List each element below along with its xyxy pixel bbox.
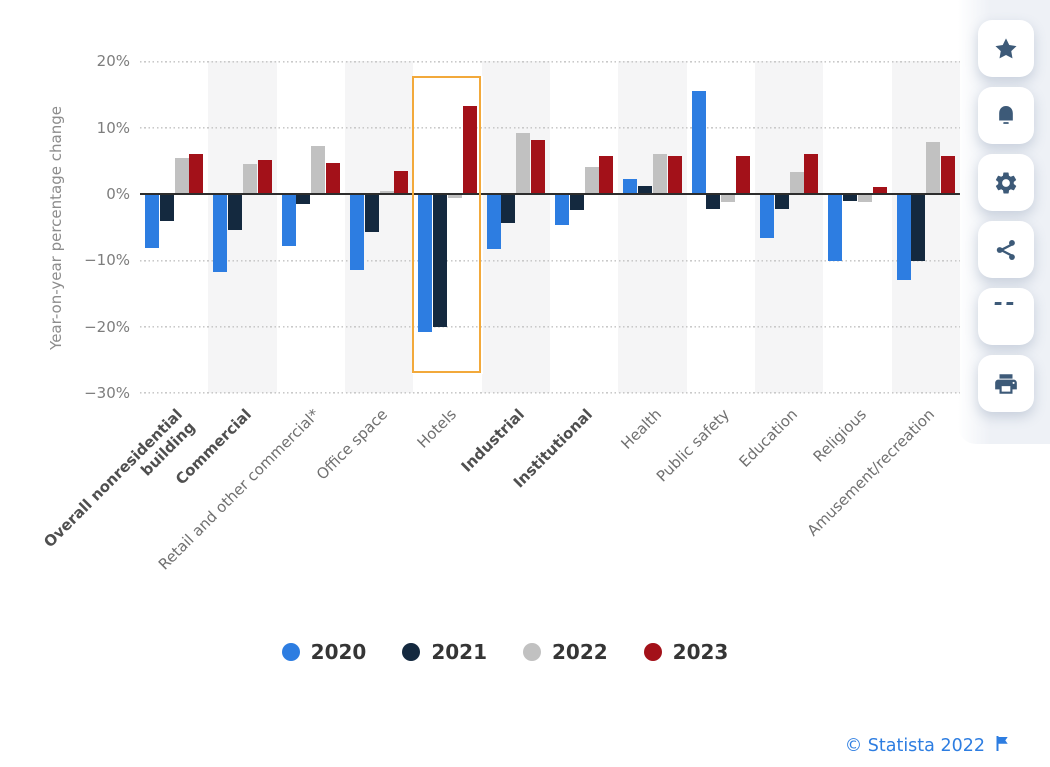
bar-2023-2[interactable] xyxy=(326,162,341,194)
settings-button[interactable] xyxy=(978,154,1034,211)
y-tick-label: −30% xyxy=(84,383,130,402)
bar-2023-4[interactable] xyxy=(462,105,477,194)
y-tick-label: 20% xyxy=(96,52,130,71)
bar-2022-0[interactable] xyxy=(174,158,189,194)
bar-2022-1[interactable] xyxy=(242,164,257,194)
bar-2022-11[interactable] xyxy=(926,142,941,194)
bar-2022-10[interactable] xyxy=(857,194,872,202)
bar-2020-2[interactable] xyxy=(281,194,296,246)
attribution: © Statista 2022 xyxy=(845,735,1010,756)
bar-2021-0[interactable] xyxy=(159,194,174,221)
legend-item-2021[interactable]: 2021 xyxy=(402,640,487,664)
legend-dot-icon xyxy=(402,643,421,661)
gridline-20 xyxy=(140,60,960,63)
bar-2022-6[interactable] xyxy=(584,166,599,194)
legend-label: 2023 xyxy=(672,640,729,664)
favorite-button[interactable] xyxy=(978,20,1034,77)
legend-item-2020[interactable]: 2020 xyxy=(281,640,367,664)
legend-label: 2022 xyxy=(552,640,608,664)
bar-2022-3[interactable] xyxy=(379,190,394,194)
bar-2022-2[interactable] xyxy=(311,145,326,194)
quote-icon: “ xyxy=(991,302,1021,332)
bar-2020-10[interactable] xyxy=(828,194,843,261)
bar-2020-5[interactable] xyxy=(486,194,501,250)
gridline--30 xyxy=(140,392,960,395)
y-tick-label: −10% xyxy=(84,251,130,270)
bar-2023-8[interactable] xyxy=(736,156,751,194)
legend-item-2022[interactable]: 2022 xyxy=(523,640,608,664)
bar-2021-4[interactable] xyxy=(433,194,448,327)
statista-copyright-link[interactable]: © Statista 2022 xyxy=(844,735,985,756)
y-tick-label: 0% xyxy=(106,185,130,203)
bar-2022-9[interactable] xyxy=(789,172,804,194)
share-icon xyxy=(993,237,1019,263)
bar-chart: Year-on-year percentage change 20% 10% 0% −… xyxy=(40,52,960,573)
legend-item-2023[interactable]: 2023 xyxy=(643,640,729,664)
bar-2021-11[interactable] xyxy=(911,194,926,261)
highlight-box xyxy=(412,76,482,373)
bar-2020-6[interactable] xyxy=(554,194,569,226)
bar-2020-4[interactable] xyxy=(418,194,433,332)
legend-label: 2021 xyxy=(431,640,487,664)
chart-toolbar: “ xyxy=(978,20,1036,412)
gridline--10 xyxy=(140,259,960,262)
bar-2020-9[interactable] xyxy=(759,194,774,238)
bar-2020-0[interactable] xyxy=(144,194,159,248)
chart-legend: 2020 2021 2022 2023 xyxy=(0,640,1010,664)
bar-2023-11[interactable] xyxy=(941,155,956,194)
zero-axis-line xyxy=(140,192,960,196)
gridline--20 xyxy=(140,325,960,328)
bar-2023-3[interactable] xyxy=(394,171,409,194)
bar-2020-1[interactable] xyxy=(213,194,228,272)
gear-icon xyxy=(993,170,1019,196)
bar-2021-5[interactable] xyxy=(501,194,516,224)
alerts-button[interactable] xyxy=(978,87,1034,144)
bar-2022-8[interactable] xyxy=(721,194,736,202)
bar-2023-6[interactable] xyxy=(599,156,614,194)
bar-2020-3[interactable] xyxy=(349,194,364,270)
bar-2021-9[interactable] xyxy=(774,194,789,209)
bar-2021-2[interactable] xyxy=(296,194,311,204)
bar-2020-11[interactable] xyxy=(896,194,911,281)
bell-icon xyxy=(993,103,1019,129)
print-button[interactable] xyxy=(978,355,1034,412)
y-tick-label: 10% xyxy=(96,118,130,137)
y-axis-title: Year-on-year percentage change xyxy=(47,106,65,350)
bar-2021-8[interactable] xyxy=(706,194,721,209)
bar-2020-7[interactable] xyxy=(623,178,638,194)
legend-dot-icon xyxy=(523,643,541,661)
bar-2023-0[interactable] xyxy=(189,154,204,194)
bar-2023-7[interactable] xyxy=(667,156,682,194)
bar-2021-6[interactable] xyxy=(569,194,584,210)
bar-2021-1[interactable] xyxy=(228,194,243,230)
x-axis-label-0: Overall nonresidential building xyxy=(40,405,199,552)
legend-dot-icon xyxy=(281,643,300,661)
bar-2023-9[interactable] xyxy=(804,153,819,194)
legend-dot-icon xyxy=(643,643,662,661)
share-button[interactable] xyxy=(978,221,1034,278)
gridline-10 xyxy=(140,126,960,129)
bar-2022-4[interactable] xyxy=(447,194,462,198)
cite-button[interactable]: “ xyxy=(978,288,1034,345)
bar-2023-10[interactable] xyxy=(872,186,887,194)
star-icon xyxy=(993,36,1019,62)
y-tick-label: −20% xyxy=(84,317,130,336)
bar-2021-10[interactable] xyxy=(843,194,858,201)
bar-2021-7[interactable] xyxy=(638,186,653,194)
bar-2020-8[interactable] xyxy=(691,91,706,194)
print-icon xyxy=(993,371,1019,397)
flag-icon[interactable] xyxy=(994,735,1010,756)
bar-2023-5[interactable] xyxy=(531,139,546,194)
bar-2022-5[interactable] xyxy=(516,133,531,194)
category-stripe xyxy=(618,61,687,393)
bar-2023-1[interactable] xyxy=(257,160,272,194)
bar-2021-3[interactable] xyxy=(364,194,379,233)
bar-2022-7[interactable] xyxy=(652,154,667,194)
legend-label: 2020 xyxy=(310,640,367,664)
